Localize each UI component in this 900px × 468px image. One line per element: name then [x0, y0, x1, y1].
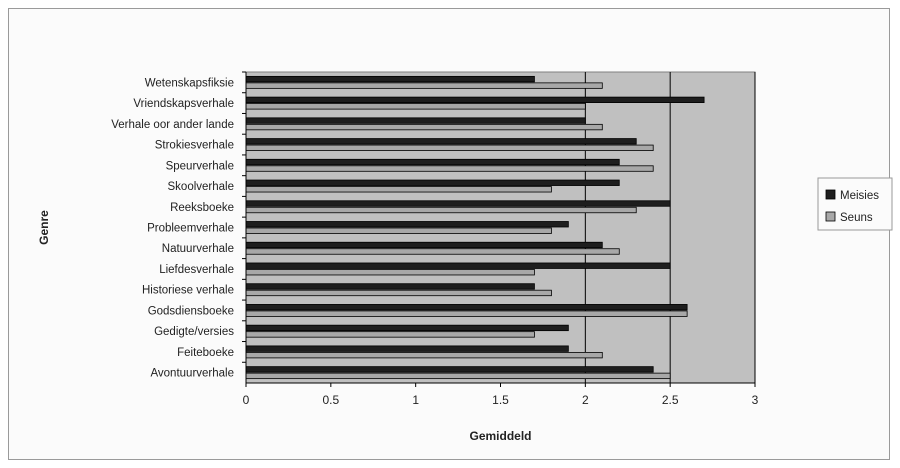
y-axis-title: Genre — [37, 210, 51, 245]
y-tick-label: Verhale oor ander lande — [111, 119, 234, 131]
bar-meisies — [245, 324, 569, 332]
bar-meisies — [245, 179, 620, 186]
bar-meisies — [245, 138, 637, 145]
bar-seuns — [245, 227, 552, 234]
y-tick-label: Probleemverhale — [147, 223, 234, 235]
y-tick-label: Godsdiensboeke — [148, 305, 234, 317]
bar-seuns — [245, 351, 603, 359]
legend-label-seuns: Seuns — [840, 212, 873, 224]
legend-swatch-meisies — [825, 189, 836, 200]
x-tick-label: 1 — [412, 393, 419, 407]
bar-meisies — [245, 221, 569, 228]
bar-meisies — [245, 262, 671, 269]
bar-meisies — [245, 304, 688, 311]
bar-seuns — [245, 123, 603, 131]
bar-seuns — [245, 186, 552, 193]
y-tick-label: Vriendskapsverhale — [133, 98, 234, 110]
bar-seuns — [245, 269, 535, 276]
x-tick-label: 3 — [752, 393, 759, 407]
bar-meisies — [245, 96, 705, 103]
y-tick-label: Wetenskapsfiksie — [145, 77, 234, 89]
y-tick-label: Avontuurverhale — [150, 368, 234, 380]
bar-meisies — [245, 200, 671, 207]
bar-meisies — [245, 283, 535, 290]
y-tick-label: Historiese verhale — [142, 285, 234, 297]
x-tick-label: 2.5 — [662, 393, 679, 407]
y-tick-label: Reeksboeke — [170, 202, 234, 214]
bar-meisies — [245, 158, 620, 166]
legend-swatch-seuns — [825, 211, 836, 222]
x-axis-title: Gemiddeld — [469, 429, 531, 443]
x-tick-label: 1.5 — [492, 393, 509, 407]
bar-seuns — [245, 103, 586, 110]
bar-seuns — [245, 372, 671, 380]
y-tick-label: Skoolverhale — [168, 181, 234, 193]
x-tick-label: 2 — [582, 393, 589, 407]
legend-label-meisies: Meisies — [840, 190, 879, 202]
x-tick-label: 0.5 — [322, 393, 339, 407]
bar-seuns — [245, 206, 637, 214]
bar-seuns — [245, 331, 535, 338]
y-tick-label: Gedigte/versies — [154, 326, 234, 338]
bar-meisies — [245, 117, 586, 124]
bar-meisies — [245, 345, 569, 352]
bar-meisies — [245, 241, 603, 249]
bar-seuns — [245, 248, 620, 255]
bar-seuns — [245, 82, 603, 89]
x-tick-label: 0 — [243, 393, 250, 407]
y-tick-label: Natuurverhale — [162, 243, 234, 255]
bar-seuns — [245, 310, 688, 317]
bar-seuns — [245, 289, 552, 297]
y-tick-label: Liefdesverhale — [159, 264, 234, 276]
bar-meisies — [245, 366, 654, 373]
bar-seuns — [245, 165, 654, 172]
bar-meisies — [245, 75, 535, 83]
y-tick-label: Strokiesverhale — [155, 140, 234, 152]
y-tick-label: Speurverhale — [166, 160, 234, 172]
y-tick-label: Feiteboeke — [177, 347, 234, 359]
bar-seuns — [245, 144, 654, 151]
